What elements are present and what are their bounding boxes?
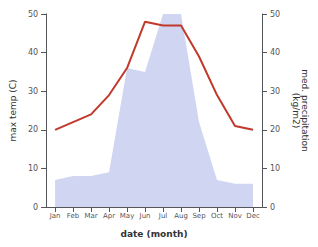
svg-text:Jan: Jan bbox=[49, 212, 61, 220]
svg-text:40: 40 bbox=[270, 48, 280, 57]
svg-text:0: 0 bbox=[270, 203, 275, 212]
svg-text:50: 50 bbox=[28, 10, 38, 19]
svg-text:50: 50 bbox=[270, 10, 280, 19]
svg-text:30: 30 bbox=[270, 87, 280, 96]
svg-text:Aug: Aug bbox=[174, 212, 188, 220]
svg-text:10: 10 bbox=[270, 164, 280, 173]
svg-text:40: 40 bbox=[28, 48, 38, 57]
svg-text:med. precipitation: med. precipitation bbox=[299, 69, 310, 152]
svg-text:Mar: Mar bbox=[84, 212, 97, 220]
svg-text:Feb: Feb bbox=[67, 212, 80, 220]
svg-text:0: 0 bbox=[33, 203, 38, 212]
svg-text:Jun: Jun bbox=[139, 212, 151, 220]
svg-text:30: 30 bbox=[28, 87, 38, 96]
svg-text:max temp (C): max temp (C) bbox=[8, 79, 18, 141]
svg-text:(kg/m2): (kg/m2) bbox=[291, 93, 301, 128]
svg-text:20: 20 bbox=[28, 125, 38, 134]
svg-text:May: May bbox=[120, 212, 134, 220]
svg-text:10: 10 bbox=[28, 164, 38, 173]
svg-text:Apr: Apr bbox=[103, 212, 115, 220]
svg-text:20: 20 bbox=[270, 125, 280, 134]
svg-text:Jul: Jul bbox=[158, 212, 168, 220]
svg-text:Oct: Oct bbox=[211, 212, 223, 220]
svg-text:date (month): date (month) bbox=[121, 229, 188, 239]
svg-text:Sep: Sep bbox=[192, 212, 206, 220]
svg-text:Dec: Dec bbox=[246, 212, 260, 220]
svg-text:Nov: Nov bbox=[228, 212, 242, 220]
